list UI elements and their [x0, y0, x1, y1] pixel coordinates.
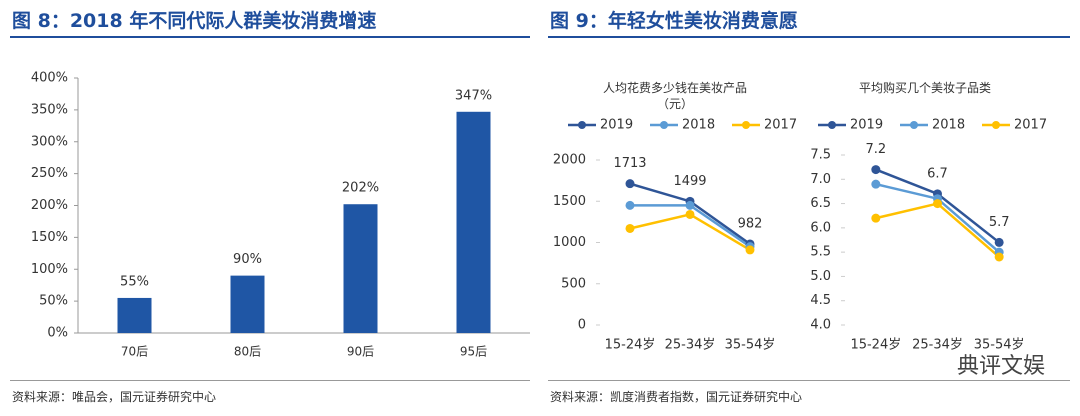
y-tick-label: 300%	[31, 134, 68, 149]
y-tick-label: 4.0	[810, 318, 831, 333]
figure-heading: 图 8：2018 年不同代际人群美妆消费增速	[12, 10, 377, 32]
marker	[994, 252, 1004, 262]
marker	[745, 245, 755, 255]
x-tick-label: 70后	[121, 345, 148, 359]
marker	[871, 165, 881, 175]
heading-rule	[548, 36, 1070, 38]
y-tick-label: 1000	[553, 235, 586, 250]
y-tick-label: 4.5	[810, 293, 831, 308]
x-tick-label: 80后	[234, 345, 261, 359]
marker	[933, 199, 942, 209]
legend-marker	[992, 121, 1000, 129]
legend-label: 2017	[1014, 118, 1047, 133]
marker	[685, 209, 695, 219]
data-label: 7.2	[865, 142, 886, 157]
y-tick-label: 5.0	[810, 269, 831, 284]
x-tick-label: 25-34岁	[912, 338, 963, 353]
legend-marker	[910, 121, 918, 129]
legend-label: 2018	[932, 118, 965, 133]
y-tick-label: 2000	[553, 153, 586, 168]
x-tick-label: 95后	[460, 345, 487, 359]
watermark: 典评文娱	[957, 354, 1045, 379]
chart-title: 人均花费多少钱在美妆产品（元）	[602, 81, 747, 111]
y-tick-label: 350%	[31, 102, 68, 117]
bottom-rule	[548, 380, 1070, 381]
y-tick-label: 400%	[31, 71, 68, 86]
data-label: 202%	[342, 181, 379, 196]
source-note: 资料来源：唯品会，国元证券研究中心	[12, 390, 217, 404]
heading-rule	[10, 36, 530, 38]
marker	[685, 200, 695, 210]
y-tick-label: 6.5	[810, 196, 831, 211]
x-tick-label: 90后	[347, 345, 374, 359]
y-tick-label: 7.5	[810, 148, 831, 163]
legend-label: 2019	[850, 118, 883, 133]
y-tick-label: 7.0	[810, 172, 831, 187]
marker	[994, 237, 1004, 247]
chart-title: 平均购买几个美妆子品类	[858, 81, 991, 95]
marker	[625, 200, 635, 210]
marker	[625, 223, 635, 233]
data-label: 6.7	[927, 166, 948, 181]
data-label: 90%	[233, 252, 262, 267]
y-tick-label: 1500	[553, 194, 586, 209]
source-note: 资料来源：凯度消费者指数，国元证券研究中心	[550, 390, 803, 404]
line	[875, 202, 1000, 258]
bar	[117, 297, 152, 333]
marker	[871, 213, 881, 223]
bottom-rule	[10, 380, 530, 381]
marker	[625, 179, 635, 189]
data-label: 1713	[613, 156, 646, 171]
x-tick-label: 35-54岁	[974, 338, 1025, 353]
y-tick-label: 200%	[31, 198, 68, 213]
legend-label: 2017	[764, 118, 797, 133]
data-label: 55%	[120, 274, 149, 289]
legend-label: 2019	[600, 118, 633, 133]
data-label: 982	[738, 216, 763, 231]
data-label: 347%	[455, 88, 492, 103]
x-tick-label: 15-24岁	[605, 338, 656, 353]
bar	[456, 111, 491, 333]
data-label: 1499	[673, 174, 706, 189]
legend-marker	[578, 121, 586, 129]
y-tick-label: 50%	[39, 294, 68, 309]
legend-marker	[742, 121, 750, 129]
bar	[343, 204, 378, 333]
y-tick-label: 5.5	[810, 245, 831, 260]
x-tick-label: 15-24岁	[850, 338, 901, 353]
y-tick-label: 250%	[31, 166, 68, 181]
y-tick-label: 0%	[47, 326, 68, 341]
data-label: 5.7	[989, 215, 1010, 230]
figure-heading: 图 9：年轻女性美妆消费意愿	[550, 10, 798, 32]
y-tick-label: 500	[561, 276, 586, 291]
x-tick-label: 35-54岁	[725, 338, 776, 353]
y-tick-label: 6.0	[810, 220, 831, 235]
bar	[230, 275, 265, 333]
y-tick-label: 0	[578, 318, 586, 333]
y-tick-label: 150%	[31, 230, 68, 245]
legend-marker	[660, 121, 668, 129]
legend-marker	[828, 121, 836, 129]
legend-label: 2018	[682, 118, 715, 133]
y-tick-label: 100%	[31, 262, 68, 277]
marker	[871, 179, 881, 189]
x-tick-label: 25-34岁	[665, 338, 716, 353]
